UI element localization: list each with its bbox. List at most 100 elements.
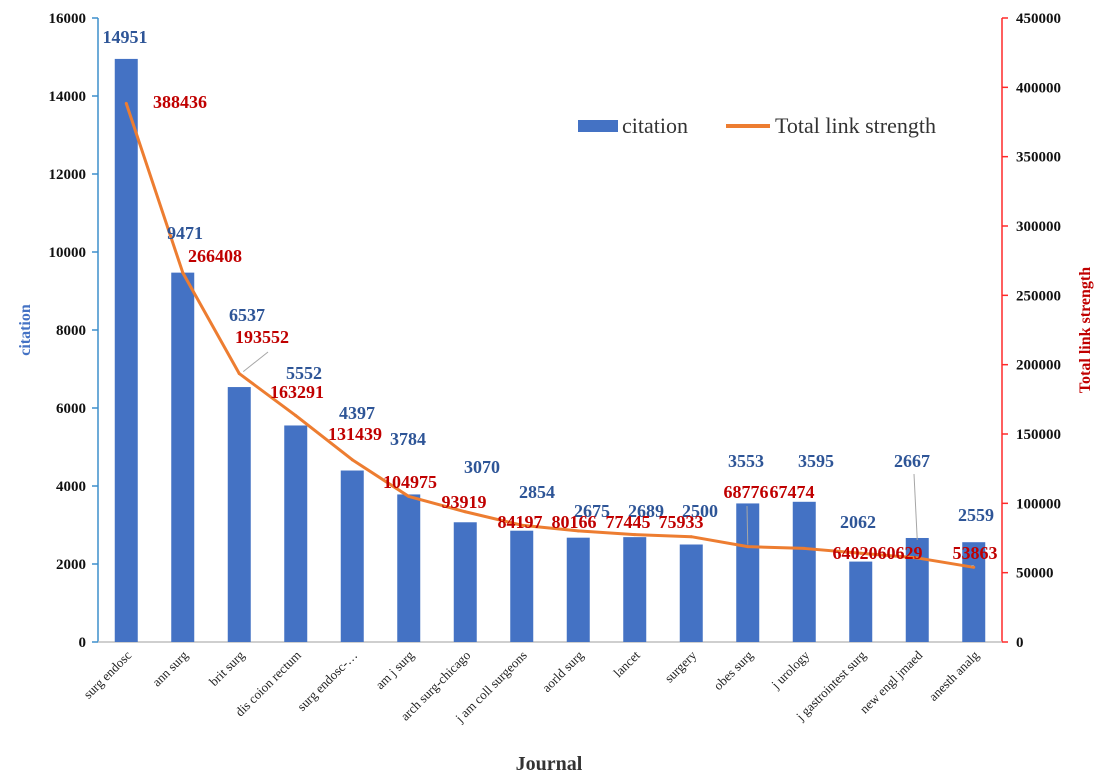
line-data-label: 75933 — [659, 512, 704, 532]
bar — [227, 387, 251, 642]
line-point — [576, 529, 580, 533]
legend-label-citation: citation — [622, 113, 688, 138]
line-path — [124, 102, 974, 569]
bar-series-citation — [114, 58, 986, 642]
bar — [340, 470, 364, 642]
bar-data-label: 6537 — [229, 305, 265, 325]
x-tick-label: ann surg — [149, 647, 191, 689]
y-right-tick-label: 450000 — [1016, 11, 1061, 27]
y-left-tick-label: 2000 — [56, 557, 86, 573]
legend-label-total-link-strength: Total link strength — [775, 113, 936, 138]
y-axis-right-title: Total link strength — [1077, 267, 1094, 393]
legend-swatch-citation — [578, 120, 618, 132]
bar-data-label: 2675 — [574, 501, 610, 521]
label-leader-lines — [242, 351, 974, 567]
line-point — [802, 546, 806, 550]
bar — [792, 501, 816, 642]
line-data-label: 163291 — [270, 382, 324, 402]
line-data-label: 84197 — [498, 512, 543, 532]
y-right-tick-label: 50000 — [1016, 566, 1054, 582]
y-right-tick-label: 350000 — [1016, 150, 1061, 166]
x-tick-label: surgery — [661, 647, 699, 685]
leader-line — [970, 564, 974, 567]
x-tick-label: surg endosc-… — [294, 648, 360, 714]
line-data-label: 64020 — [833, 543, 878, 563]
x-tick-label: anesth analg — [926, 647, 983, 704]
x-tick-label: am j surg — [372, 647, 417, 692]
y-right-tick-label: 250000 — [1016, 288, 1061, 304]
bar-data-label: 14951 — [103, 27, 148, 47]
x-tick-label: brit surg — [206, 647, 248, 689]
line-point — [746, 545, 750, 549]
bar-data-label: 4397 — [339, 403, 375, 423]
bar — [171, 272, 195, 642]
line-point — [633, 533, 637, 537]
bar-data-label: 2559 — [958, 505, 994, 525]
y-left-tick-label: 0 — [79, 635, 87, 651]
bar-data-label: 2854 — [519, 482, 555, 502]
line-data-label: 68776 — [724, 482, 769, 502]
bar-data-label: 9471 — [167, 223, 203, 243]
leader-line — [913, 473, 918, 541]
bar-data-label: 3070 — [464, 457, 500, 477]
y-left-tick-label: 4000 — [56, 479, 86, 495]
line-point — [124, 101, 128, 105]
line-data-label: 388436 — [153, 92, 207, 112]
line-point — [237, 372, 241, 376]
bar-data-label: 3595 — [798, 451, 834, 471]
line-data-label: 77445 — [606, 512, 651, 532]
line-data-label: 266408 — [188, 246, 242, 266]
y-left-tick-label: 12000 — [49, 167, 87, 183]
line-data-label: 67474 — [770, 482, 815, 502]
bar-data-label: 3784 — [390, 429, 426, 449]
bar — [453, 522, 477, 642]
line-point — [972, 565, 976, 569]
data-labels: 14951 9471 6537 5552 4397 3784 3070 2854 2675 268… — [103, 27, 998, 563]
y-left-tick-label: 6000 — [56, 401, 86, 417]
bar — [736, 503, 760, 642]
y-left-tick-label: 10000 — [49, 245, 87, 261]
leader-line — [242, 351, 269, 372]
line-point — [407, 494, 411, 498]
line-data-label: 193552 — [235, 327, 289, 347]
y-right-tick-label: 300000 — [1016, 219, 1061, 235]
y-right-tick-label: 200000 — [1016, 358, 1061, 374]
bar — [284, 425, 308, 642]
bar-data-label: 5552 — [286, 363, 322, 383]
line-series-total-link-strength — [124, 101, 976, 569]
x-tick-label: lancet — [610, 647, 643, 680]
line-data-label: 104975 — [383, 472, 437, 492]
y-left-tick-label: 14000 — [49, 89, 87, 105]
y-right-tick-label: 0 — [1016, 635, 1024, 651]
bar — [849, 561, 873, 642]
line-point — [520, 523, 524, 527]
line-point — [350, 458, 354, 462]
y-right-tick-label: 100000 — [1016, 496, 1061, 512]
bar — [114, 58, 138, 642]
bar-data-label: 2689 — [628, 501, 664, 521]
line-point — [294, 414, 298, 418]
y-right-tick-label: 400000 — [1016, 80, 1061, 96]
bar — [679, 544, 703, 642]
line-data-label: 53863 — [953, 543, 998, 563]
bar — [510, 530, 534, 642]
x-tick-label: surg endosc — [80, 647, 134, 701]
line-data-label: 80166 — [552, 512, 597, 532]
x-tick-label: j urology — [768, 647, 813, 692]
line-data-label: 60629 — [878, 543, 923, 563]
bar-data-label: 2667 — [894, 451, 930, 471]
legend: citation Total link strength — [578, 113, 936, 138]
x-axis-title: Journal — [516, 753, 583, 775]
line-point — [689, 535, 693, 539]
bar — [623, 537, 647, 642]
x-tick-label: aorld surg — [539, 647, 587, 695]
y-left-tick-label: 16000 — [49, 11, 87, 27]
line-point — [463, 510, 467, 514]
y-left-tick-label: 8000 — [56, 323, 86, 339]
bar-data-label: 2062 — [840, 512, 876, 532]
x-tick-label: obes surg — [710, 647, 756, 693]
bar — [905, 537, 929, 642]
leader-line — [746, 505, 749, 545]
line-data-label: 93919 — [442, 492, 487, 512]
